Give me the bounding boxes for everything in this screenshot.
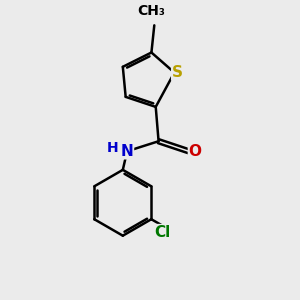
Text: H: H (107, 141, 118, 155)
Text: Cl: Cl (154, 225, 170, 240)
Text: CH₃: CH₃ (137, 4, 165, 18)
Text: O: O (188, 144, 201, 159)
Text: N: N (121, 144, 134, 159)
Text: S: S (172, 65, 183, 80)
